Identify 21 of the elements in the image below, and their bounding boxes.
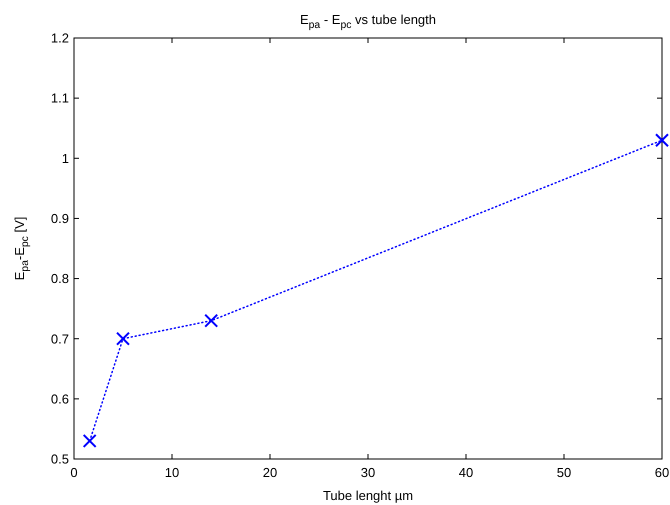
y-tick-label: 0.9 xyxy=(50,210,69,226)
point xyxy=(655,133,669,148)
y-tick-label: 1 xyxy=(62,150,69,166)
x-tick-label: 40 xyxy=(458,465,474,480)
y-tick-label: 0.7 xyxy=(50,331,69,346)
point xyxy=(204,314,218,328)
point xyxy=(116,332,130,346)
y-tick-label: 1.1 xyxy=(50,90,69,106)
x-tick-label: 30 xyxy=(360,465,376,480)
y-tick-label: 0.6 xyxy=(50,391,69,406)
x-tick-label: 60 xyxy=(654,465,670,480)
chart-title: E$_{pa}$ - E$_{pc}$ vs tube length xyxy=(300,12,436,31)
y-tick-label: 0.5 xyxy=(50,452,69,467)
x-tick-label: 50 xyxy=(556,465,572,480)
x-tick-label: 20 xyxy=(262,465,278,480)
x-tick-label: 10 xyxy=(164,465,180,480)
x-tick-label: 0 xyxy=(70,465,78,480)
y-tick-label: 1.2 xyxy=(50,30,69,46)
y-tick-label: 0.8 xyxy=(50,271,69,286)
point xyxy=(82,434,97,448)
x-axis-title: Tube lenght µm xyxy=(322,488,414,503)
